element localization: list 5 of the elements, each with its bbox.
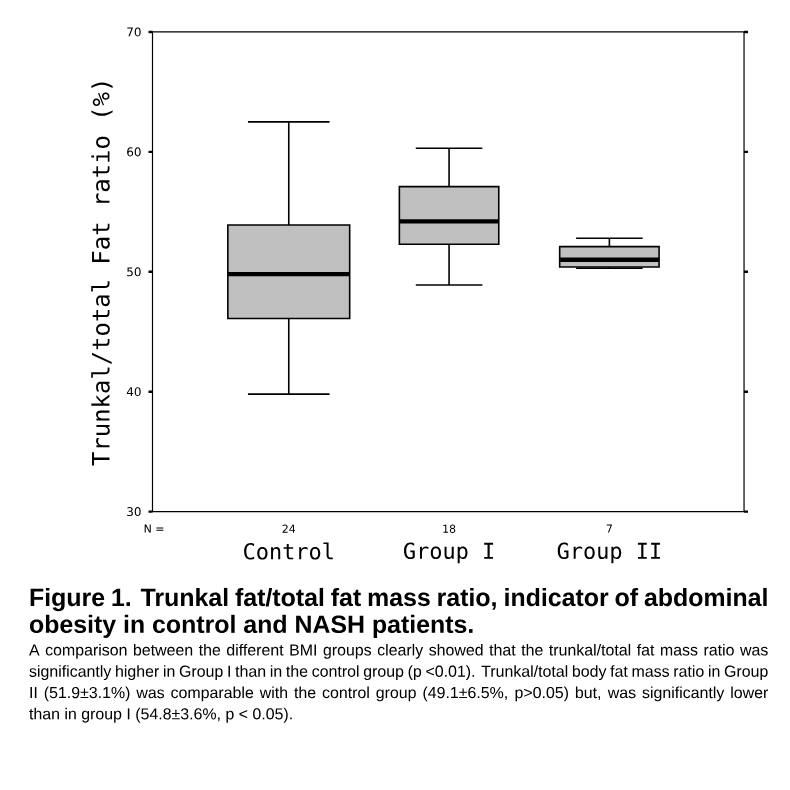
y-axis-title: Trunkal/total Fat ratio (%) xyxy=(91,82,113,466)
text: Figure 1. Trunkal fat/total fat mass ratio, indicator of abdominal obesity in control and NASH patients. xyxy=(29,588,767,639)
x-tick-label: Group II xyxy=(557,542,660,564)
x-tick-label: Group I xyxy=(404,542,494,564)
x-tick-label: Control xyxy=(244,542,333,560)
